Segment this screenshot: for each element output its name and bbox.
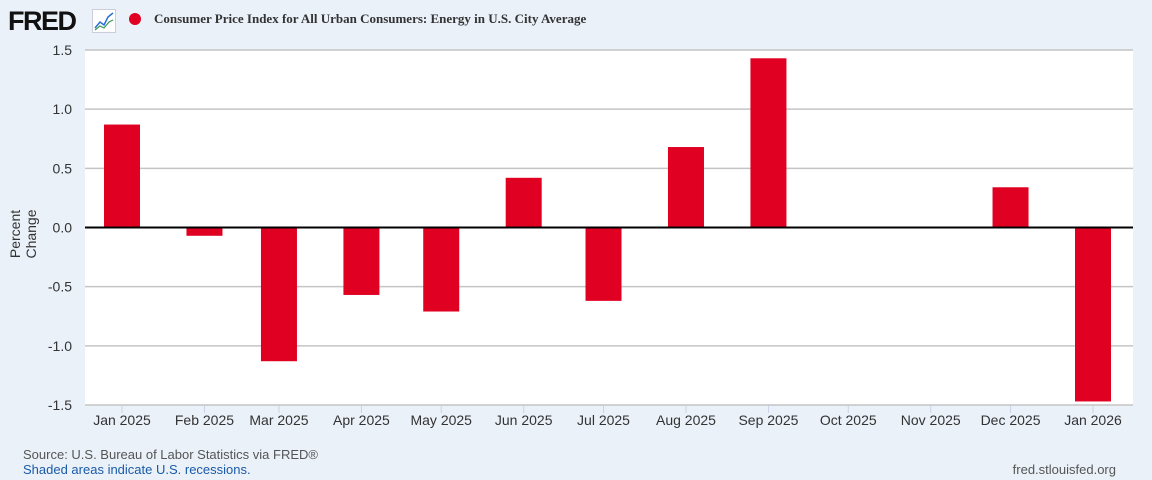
bar-chart: 1.5 1.0 0.5 0.0 -0.5 -1.0 -1.5 Jan 2025 Feb 2025…	[48, 42, 1133, 428]
x-tick-label: Jan 2025	[93, 412, 151, 428]
chart-line-icon	[92, 9, 116, 33]
y-tick-label: 0.5	[53, 160, 73, 176]
recessions-link[interactable]: Shaded areas indicate U.S. recessions.	[23, 462, 251, 477]
bar	[1075, 227, 1111, 402]
y-tick-label: 1.0	[53, 101, 73, 117]
x-tick-label: Apr 2025	[333, 412, 390, 428]
x-tick-label: Jul 2025	[577, 412, 630, 428]
x-tick-label: Aug 2025	[656, 412, 716, 428]
x-tick-label: Oct 2025	[820, 412, 877, 428]
x-tick-label: Jan 2026	[1064, 412, 1122, 428]
chart-title: Consumer Price Index for All Urban Consu…	[154, 11, 587, 26]
x-tick-label: Mar 2025	[249, 412, 308, 428]
y-axis-label: Percent Change	[7, 209, 39, 259]
fred-url[interactable]: fred.stlouisfed.org	[1012, 462, 1116, 477]
y-tick-label: 1.5	[53, 42, 73, 58]
bar	[186, 227, 223, 236]
bar	[585, 227, 622, 301]
x-tick-label: Jun 2025	[495, 412, 553, 428]
fred-logo[interactable]: FRED	[8, 6, 77, 36]
x-tick-label: Feb 2025	[175, 412, 234, 428]
x-tick-label: Dec 2025	[981, 412, 1041, 428]
bar	[104, 124, 140, 228]
bar	[423, 227, 460, 312]
x-tick-label: Sep 2025	[738, 412, 798, 428]
bar	[343, 227, 380, 295]
bar	[992, 187, 1029, 228]
x-tick-label: May 2025	[410, 412, 472, 428]
source-note: Source: U.S. Bureau of Labor Statistics …	[23, 447, 318, 462]
legend-marker	[129, 13, 141, 25]
y-tick-label: 0.0	[53, 220, 73, 236]
bar	[260, 227, 297, 362]
y-tick-label: -1.0	[48, 338, 72, 354]
y-tick-label: -1.5	[48, 397, 72, 413]
bar	[505, 177, 542, 228]
bar	[667, 147, 704, 228]
x-tick-label: Nov 2025	[901, 412, 961, 428]
bar	[750, 58, 787, 228]
y-tick-label: -0.5	[48, 279, 72, 295]
